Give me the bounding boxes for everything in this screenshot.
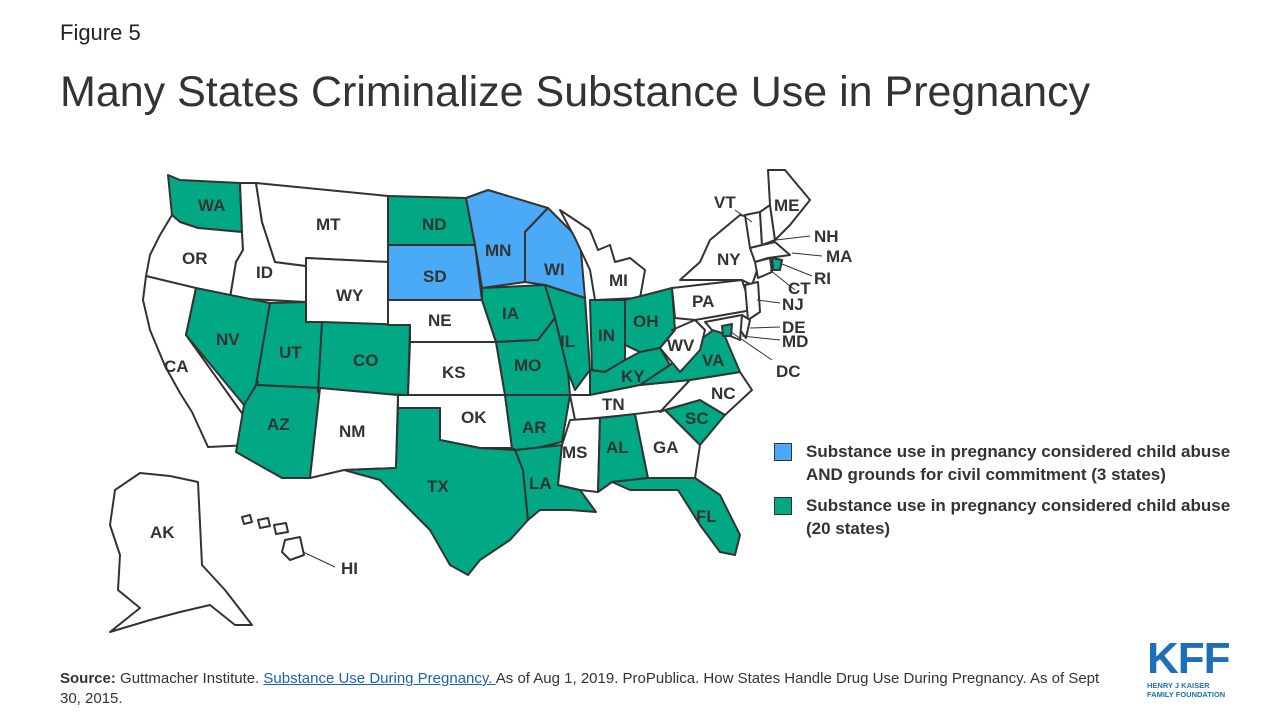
source-text-2: As of Aug 1, 2019. ProPublica. How State… — [60, 670, 1100, 707]
state-label-or: OR — [182, 249, 208, 268]
legend-label-child-abuse: Substance use in pregnancy considered ch… — [806, 496, 1231, 538]
state-label-ak: AK — [150, 523, 175, 542]
source-prefix: Source: — [60, 670, 116, 687]
state-label-pa: PA — [692, 292, 714, 311]
state-il — [544, 284, 591, 391]
logo-line-1: HENRY J KAISER — [1147, 681, 1210, 690]
state-nj — [744, 281, 761, 321]
state-ma — [749, 241, 791, 263]
logo-main: KFF — [1147, 634, 1231, 683]
state-label-nj: NJ — [782, 295, 804, 314]
state-label-tn: TN — [602, 395, 625, 414]
state-tx — [343, 407, 529, 576]
state-label-nv: NV — [216, 330, 240, 349]
state-fl — [611, 477, 741, 556]
state-label-ks: KS — [442, 363, 466, 382]
state-label-id: ID — [256, 263, 273, 282]
state-dc — [721, 323, 733, 337]
state-label-nd: ND — [422, 215, 447, 234]
state-label-ny: NY — [717, 250, 741, 269]
state-label-mi: MI — [609, 271, 628, 290]
state-label-hi: HI — [341, 559, 358, 578]
state-ak — [109, 472, 253, 633]
state-label-ok: OK — [461, 408, 487, 427]
state-label-ut: UT — [279, 343, 302, 362]
state-label-sc: SC — [685, 409, 709, 428]
state-label-ma: MA — [826, 247, 852, 266]
state-label-az: AZ — [267, 415, 290, 434]
state-label-nh: NH — [814, 227, 839, 246]
state-label-al: AL — [606, 438, 629, 457]
state-ct — [754, 257, 773, 279]
state-label-co: CO — [353, 351, 379, 370]
state-label-ar: AR — [522, 418, 547, 437]
state-label-ct: CT — [788, 279, 811, 298]
state-label-vt: VT — [714, 193, 736, 212]
state-wv — [659, 319, 706, 373]
state-label-mt: MT — [316, 215, 341, 234]
legend-item-civil-commitment: Substance use in pregnancy considered ch… — [774, 440, 1244, 486]
state-label-fl: FL — [696, 507, 717, 526]
state-label-il: IL — [560, 332, 575, 351]
state-label-mn: MN — [485, 241, 511, 260]
state-label-wv: WV — [667, 336, 695, 355]
state-ri — [771, 257, 783, 271]
source-text-1: Guttmacher Institute. — [115, 670, 264, 687]
figure-label: Figure 5 — [60, 20, 141, 45]
kff-logo: KFF HENRY J KAISER FAMILY FOUNDATION — [1147, 634, 1237, 700]
state-label-ky: KY — [621, 367, 645, 386]
state-label-va: VA — [702, 351, 724, 370]
state-label-md: MD — [782, 332, 808, 351]
state-label-wa: WA — [198, 196, 225, 215]
state-label-mo: MO — [514, 356, 541, 375]
state-label-ia: IA — [502, 304, 519, 323]
source-link[interactable]: Substance Use During Pregnancy. — [263, 670, 496, 687]
state-label-me: ME — [774, 196, 800, 215]
state-label-ga: GA — [653, 438, 679, 457]
legend-item-child-abuse: Substance use in pregnancy considered ch… — [774, 494, 1244, 540]
page-title: Many States Criminalize Substance Use in… — [60, 68, 1091, 116]
state-mi — [559, 209, 646, 301]
state-label-tx: TX — [427, 477, 449, 496]
state-label-ri: RI — [814, 269, 831, 288]
logo-line-2: FAMILY FOUNDATION — [1147, 690, 1226, 699]
state-label-ms: MS — [562, 443, 588, 462]
state-label-nm: NM — [339, 422, 365, 441]
legend-swatch-child-abuse — [774, 497, 792, 515]
state-label-in: IN — [598, 326, 615, 345]
legend-label-civil-commitment: Substance use in pregnancy considered ch… — [806, 442, 1231, 484]
state-label-la: LA — [529, 474, 552, 493]
state-me — [767, 169, 811, 241]
state-label-ca: CA — [164, 357, 189, 376]
state-hi — [241, 514, 305, 561]
state-pa — [671, 279, 753, 321]
state-label-oh: OH — [633, 312, 659, 331]
source-note: Source: Guttmacher Institute. Substance … — [60, 669, 1120, 709]
state-label-de: DE — [782, 318, 806, 337]
legend-swatch-civil-commitment — [774, 443, 792, 461]
map-legend: Substance use in pregnancy considered ch… — [774, 440, 1244, 548]
state-label-dc: DC — [776, 362, 801, 381]
state-label-ne: NE — [428, 311, 452, 330]
state-label-wi: WI — [544, 260, 565, 279]
state-label-sd: SD — [423, 267, 447, 286]
state-label-wy: WY — [336, 286, 364, 305]
state-label-nc: NC — [711, 384, 736, 403]
